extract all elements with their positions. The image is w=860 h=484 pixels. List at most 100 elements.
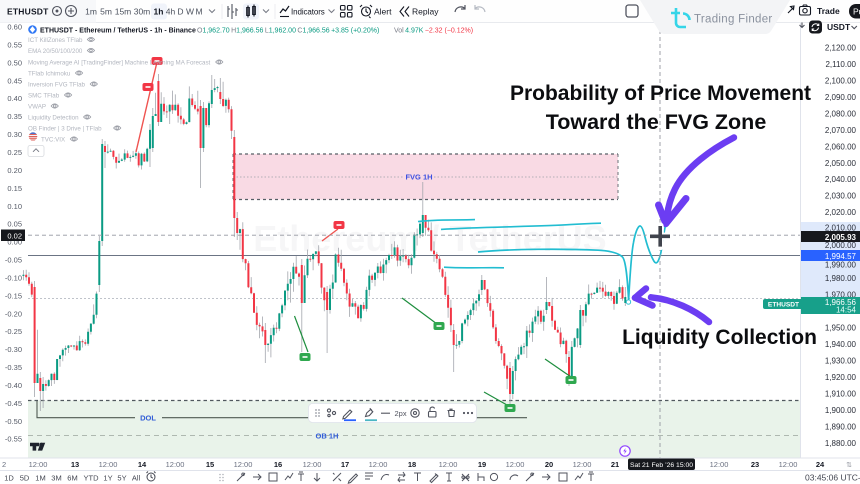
svg-text:ETHUSDT: ETHUSDT bbox=[768, 302, 799, 309]
svg-text:15m: 15m bbox=[115, 7, 132, 17]
svg-text:16: 16 bbox=[274, 460, 282, 469]
svg-text:0.30: 0.30 bbox=[7, 130, 22, 139]
svg-text:D: D bbox=[177, 7, 183, 17]
svg-text:1,890.00: 1,890.00 bbox=[825, 422, 857, 431]
svg-text:18: 18 bbox=[408, 460, 416, 469]
svg-text:1,990.00: 1,990.00 bbox=[825, 261, 857, 270]
svg-text:1,994.57: 1,994.57 bbox=[825, 252, 857, 261]
svg-text:2,010.00: 2,010.00 bbox=[825, 223, 857, 232]
svg-text:2,120.00: 2,120.00 bbox=[825, 43, 857, 52]
svg-text:1Y: 1Y bbox=[103, 474, 112, 483]
svg-text:3M: 3M bbox=[51, 474, 61, 483]
svg-text:Trade: Trade bbox=[817, 6, 840, 16]
svg-text:12:00: 12:00 bbox=[99, 460, 118, 469]
svg-text:2,070.00: 2,070.00 bbox=[825, 126, 857, 135]
svg-text:1,980.00: 1,980.00 bbox=[825, 274, 857, 283]
svg-text:2,000.00: 2,000.00 bbox=[825, 241, 857, 250]
svg-text:1,966.56: 1,966.56 bbox=[825, 298, 857, 307]
svg-text:-0.25: -0.25 bbox=[5, 327, 22, 336]
svg-text:0.10: 0.10 bbox=[7, 202, 22, 211]
svg-text:VWAP: VWAP bbox=[28, 104, 46, 111]
svg-text:17: 17 bbox=[341, 460, 349, 469]
svg-text:0.55: 0.55 bbox=[7, 41, 22, 50]
svg-text:4h: 4h bbox=[166, 7, 176, 17]
svg-text:0.45: 0.45 bbox=[7, 76, 22, 85]
svg-text:Ethereum / TetherUS: Ethereum / TetherUS bbox=[253, 218, 606, 259]
svg-text:20: 20 bbox=[545, 460, 553, 469]
svg-text:YTD: YTD bbox=[84, 474, 100, 483]
svg-text:03:45:06 UTC-5: 03:45:06 UTC-5 bbox=[805, 473, 860, 483]
svg-text:TFlab Ichimoku: TFlab Ichimoku bbox=[28, 71, 71, 78]
svg-text:1,910.00: 1,910.00 bbox=[825, 390, 857, 399]
svg-text:O1,962.70 H1,966.56 L1,962.00: O1,962.70 H1,966.56 L1,962.00 C1,966.56 … bbox=[197, 28, 379, 35]
svg-text:12:00: 12:00 bbox=[573, 460, 592, 469]
svg-text:M: M bbox=[195, 7, 202, 17]
svg-text:1M: 1M bbox=[35, 474, 45, 483]
svg-text:Toward the FVG Zone: Toward the FVG Zone bbox=[546, 110, 767, 134]
svg-text:30m: 30m bbox=[134, 7, 151, 17]
svg-text:DOL: DOL bbox=[140, 414, 156, 423]
svg-text:-0.35: -0.35 bbox=[5, 363, 22, 372]
svg-text:2: 2 bbox=[2, 460, 6, 469]
svg-text:24: 24 bbox=[816, 460, 825, 469]
svg-text:15: 15 bbox=[206, 460, 214, 469]
svg-text:2,110.00: 2,110.00 bbox=[825, 60, 856, 69]
svg-text:0.60: 0.60 bbox=[7, 23, 22, 32]
svg-text:USDT: USDT bbox=[827, 22, 851, 32]
svg-text:2,030.00: 2,030.00 bbox=[825, 192, 857, 201]
svg-text:0.05: 0.05 bbox=[7, 220, 22, 229]
svg-text:0.35: 0.35 bbox=[7, 112, 22, 121]
svg-text:Liquidity Detection: Liquidity Detection bbox=[28, 115, 79, 122]
svg-text:0.02: 0.02 bbox=[7, 231, 22, 240]
svg-text:12:00: 12:00 bbox=[710, 460, 729, 469]
svg-text:⇅: ⇅ bbox=[846, 462, 852, 469]
svg-text:Vol 4.97K −2.32 (−0.12%): Vol 4.97K −2.32 (−0.12%) bbox=[394, 28, 473, 35]
svg-text:ETHUSDT - Ethereum / TetherUS: ETHUSDT - Ethereum / TetherUS - 1h - Bin… bbox=[40, 28, 196, 35]
svg-text:12:00: 12:00 bbox=[506, 460, 525, 469]
svg-text:5Y: 5Y bbox=[117, 474, 126, 483]
svg-text:1,900.00: 1,900.00 bbox=[825, 406, 857, 415]
svg-text:Sat 21 Feb ’26 15:00: Sat 21 Feb ’26 15:00 bbox=[630, 462, 693, 469]
svg-text:0.15: 0.15 bbox=[7, 184, 22, 193]
svg-text:2,005.93: 2,005.93 bbox=[825, 233, 857, 242]
svg-text:OB 1H: OB 1H bbox=[316, 432, 339, 441]
svg-text:-0.15: -0.15 bbox=[5, 291, 22, 300]
svg-text:-0.40: -0.40 bbox=[5, 381, 22, 390]
svg-text:Moving Average AI [TradingFind: Moving Average AI [TradingFinder] Machin… bbox=[28, 60, 211, 67]
svg-text:-0.50: -0.50 bbox=[5, 417, 22, 426]
svg-text:EMA 20/50/100/200: EMA 20/50/100/200 bbox=[28, 48, 83, 55]
svg-text:ICT KillZones TFlab: ICT KillZones TFlab bbox=[28, 37, 83, 44]
svg-text:23: 23 bbox=[751, 460, 759, 469]
svg-text:5D: 5D bbox=[20, 474, 30, 483]
svg-text:-0.20: -0.20 bbox=[5, 309, 22, 318]
svg-text:1,930.00: 1,930.00 bbox=[825, 357, 857, 366]
svg-text:Liquidity Collection: Liquidity Collection bbox=[622, 326, 817, 349]
svg-text:Trading Finder: Trading Finder bbox=[694, 14, 773, 26]
svg-text:1,940.00: 1,940.00 bbox=[825, 340, 857, 349]
svg-text:1h: 1h bbox=[154, 7, 164, 17]
svg-text:0.40: 0.40 bbox=[7, 94, 22, 103]
svg-text:ETHUSDT: ETHUSDT bbox=[7, 7, 49, 17]
svg-text:5m: 5m bbox=[100, 7, 112, 17]
svg-text:2,080.00: 2,080.00 bbox=[825, 109, 857, 118]
svg-text:12:00: 12:00 bbox=[234, 460, 253, 469]
svg-text:0.25: 0.25 bbox=[7, 148, 22, 157]
svg-text:All: All bbox=[132, 474, 141, 483]
svg-text:-0.05: -0.05 bbox=[5, 256, 22, 265]
svg-text:2,040.00: 2,040.00 bbox=[825, 175, 857, 184]
svg-text:Pu: Pu bbox=[853, 7, 860, 17]
svg-text:12:00: 12:00 bbox=[779, 460, 798, 469]
svg-text:2px: 2px bbox=[395, 409, 407, 418]
svg-text:-0.30: -0.30 bbox=[5, 345, 22, 354]
svg-text:12:00: 12:00 bbox=[439, 460, 458, 469]
svg-text:2,090.00: 2,090.00 bbox=[825, 93, 857, 102]
svg-text:6M: 6M bbox=[67, 474, 77, 483]
svg-text:Replay: Replay bbox=[412, 7, 439, 17]
svg-text:12:00: 12:00 bbox=[166, 460, 185, 469]
svg-text:W: W bbox=[186, 7, 194, 17]
svg-text:-0.45: -0.45 bbox=[5, 399, 22, 408]
svg-text:21: 21 bbox=[611, 460, 619, 469]
svg-text:Probability of Price Movement: Probability of Price Movement bbox=[510, 82, 811, 105]
svg-text:0.20: 0.20 bbox=[7, 166, 22, 175]
svg-text:1D: 1D bbox=[4, 474, 14, 483]
